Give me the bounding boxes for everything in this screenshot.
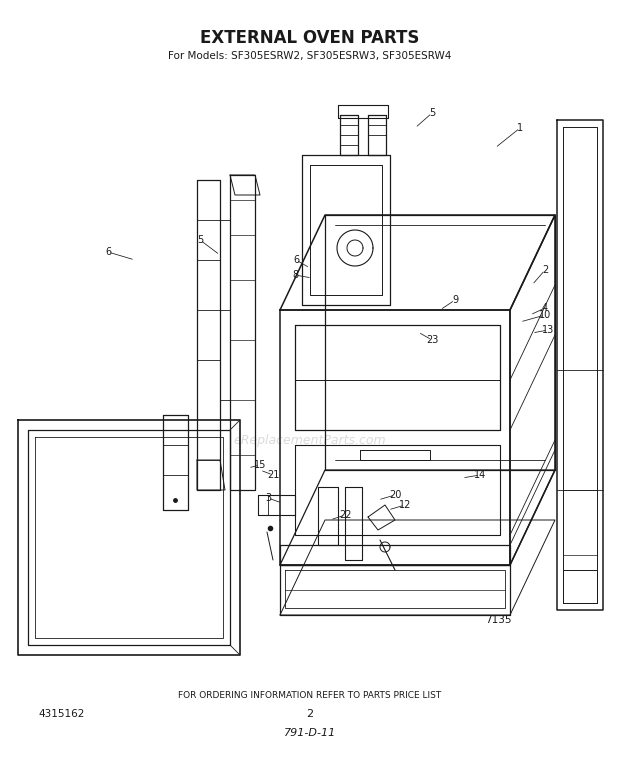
Text: 22: 22 bbox=[339, 510, 352, 520]
Text: 21: 21 bbox=[267, 470, 279, 480]
Text: 2: 2 bbox=[542, 265, 548, 275]
Text: 9: 9 bbox=[452, 295, 458, 305]
Text: 5: 5 bbox=[197, 235, 203, 245]
Text: 6: 6 bbox=[105, 247, 111, 257]
Text: 20: 20 bbox=[389, 490, 401, 500]
Text: EXTERNAL OVEN PARTS: EXTERNAL OVEN PARTS bbox=[200, 29, 420, 47]
Text: For Models: SF305ESRW2, SF305ESRW3, SF305ESRW4: For Models: SF305ESRW2, SF305ESRW3, SF30… bbox=[168, 51, 452, 61]
Text: eReplacementParts.com: eReplacementParts.com bbox=[234, 434, 386, 447]
Text: 10: 10 bbox=[539, 310, 551, 320]
Text: 14: 14 bbox=[474, 470, 486, 480]
Text: 7135: 7135 bbox=[485, 615, 512, 625]
Text: 2: 2 bbox=[306, 709, 314, 719]
Text: 12: 12 bbox=[399, 500, 411, 510]
Text: 6: 6 bbox=[293, 255, 299, 265]
Text: 5: 5 bbox=[429, 108, 435, 118]
Text: 13: 13 bbox=[542, 325, 554, 335]
Text: 3: 3 bbox=[265, 493, 271, 503]
Text: FOR ORDERING INFORMATION REFER TO PARTS PRICE LIST: FOR ORDERING INFORMATION REFER TO PARTS … bbox=[179, 690, 441, 700]
Text: 8: 8 bbox=[292, 270, 298, 280]
Text: 15: 15 bbox=[254, 460, 266, 470]
Text: 23: 23 bbox=[426, 335, 438, 345]
Text: 1: 1 bbox=[517, 123, 523, 133]
Text: 4: 4 bbox=[542, 303, 548, 313]
Text: 4315162: 4315162 bbox=[39, 709, 85, 719]
Text: 791-D-11: 791-D-11 bbox=[284, 728, 336, 738]
